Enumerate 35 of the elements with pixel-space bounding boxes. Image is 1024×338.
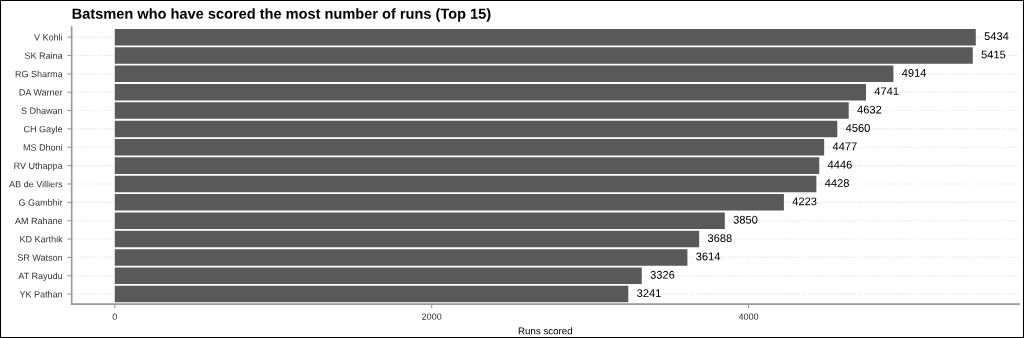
y-tick-label: SK Raina bbox=[24, 52, 63, 59]
y-tick-label: RG Sharma bbox=[15, 70, 63, 78]
y-tick-label: KD Karthik bbox=[20, 235, 63, 243]
data-label: 3850 bbox=[733, 215, 758, 224]
y-tick-label: S Dhawan bbox=[21, 107, 63, 114]
chart-title: Batsmen who have scored the most number of runs (Top 15) bbox=[72, 8, 491, 22]
data-label: 4914 bbox=[901, 68, 927, 77]
y-tick-label: MS Dhoni bbox=[23, 143, 63, 151]
x-tick-label: 4000 bbox=[738, 313, 759, 320]
data-label: 3614 bbox=[696, 252, 721, 261]
data-label: 4632 bbox=[857, 105, 882, 114]
y-tick-label: AB de Villiers bbox=[9, 180, 63, 188]
data-label: 4223 bbox=[792, 197, 817, 206]
data-label: 5415 bbox=[981, 50, 1006, 59]
y-tick-label: G Gambhir bbox=[18, 199, 63, 206]
y-tick-label: V Kohli bbox=[34, 33, 63, 41]
data-label: 4428 bbox=[824, 179, 849, 187]
y-tick-label: SR Watson bbox=[17, 254, 63, 261]
x-tick-label: 0 bbox=[112, 313, 117, 320]
y-tick-label: DA Warner bbox=[19, 89, 63, 96]
data-label: 3241 bbox=[637, 289, 661, 298]
data-label: 4477 bbox=[832, 142, 857, 151]
y-tick-label: YK Pathan bbox=[19, 290, 63, 298]
data-label: 4741 bbox=[874, 87, 899, 96]
x-tick-label: 2000 bbox=[422, 313, 442, 320]
data-label: 3326 bbox=[650, 270, 675, 279]
y-tick-label: CH Gayle bbox=[23, 125, 63, 135]
data-label: 4560 bbox=[845, 124, 870, 132]
y-tick-label: AM Rahane bbox=[15, 217, 63, 225]
x-axis-title: Runs scored bbox=[518, 327, 572, 335]
data-label: 3688 bbox=[707, 234, 732, 243]
data-label: 4446 bbox=[827, 160, 852, 169]
y-tick-label: AT Rayudu bbox=[18, 272, 63, 281]
data-label: 5434 bbox=[984, 32, 1009, 41]
y-tick-label: RV Uthappa bbox=[14, 162, 63, 171]
